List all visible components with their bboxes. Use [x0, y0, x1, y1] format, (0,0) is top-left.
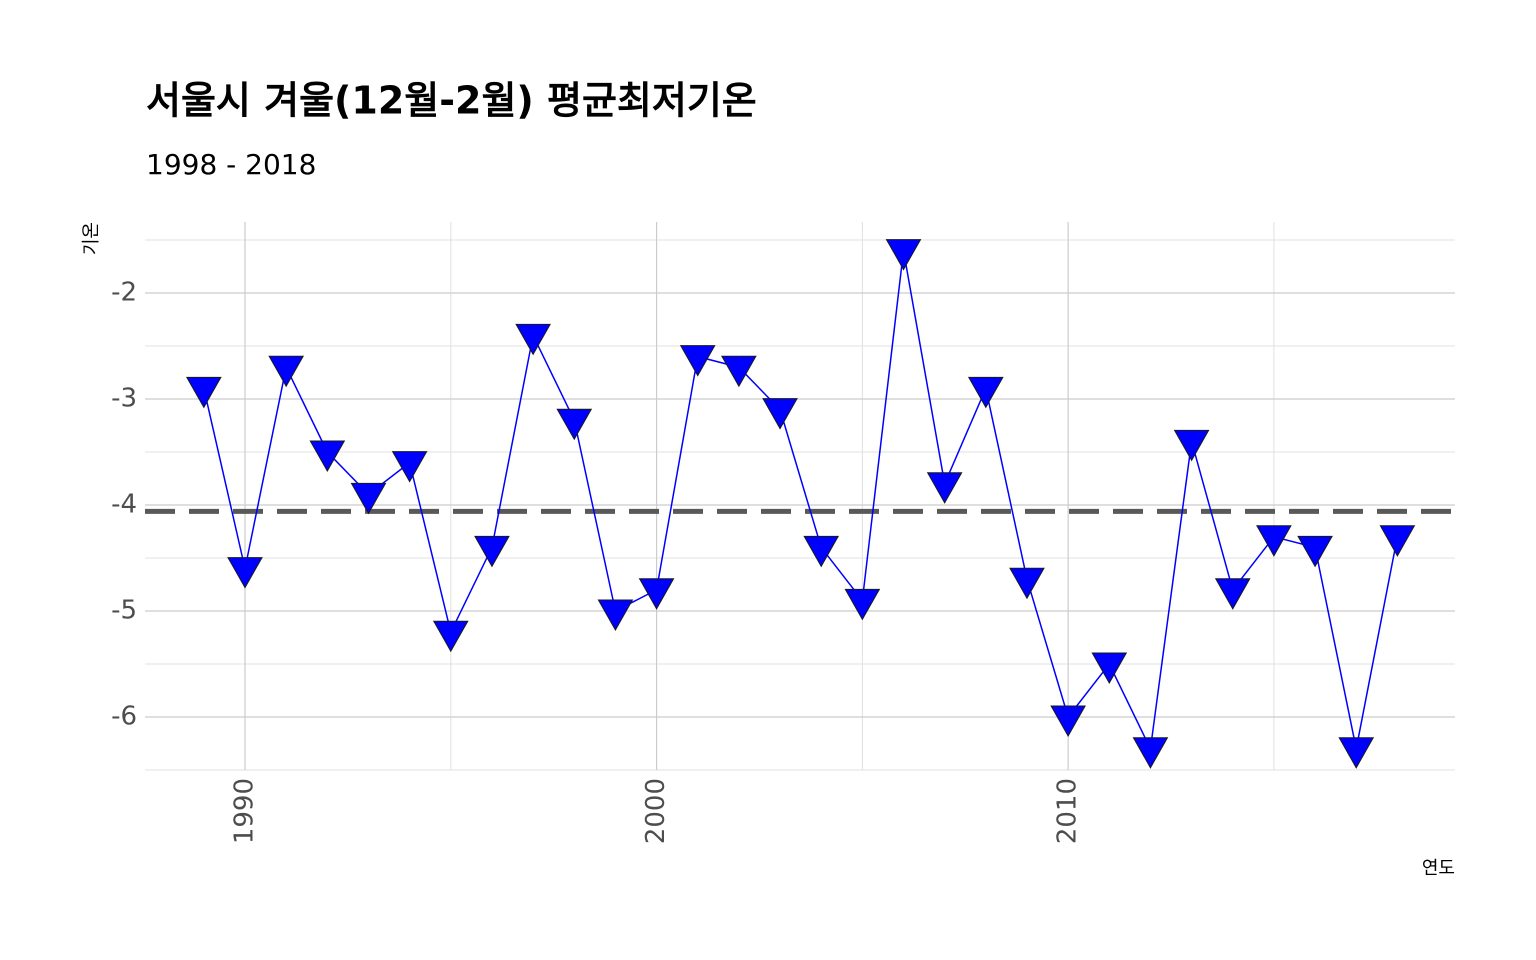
x-tick-label: 2000: [641, 778, 671, 844]
point: [803, 535, 840, 568]
point: [474, 535, 510, 568]
y-axis-label: 기온: [81, 222, 102, 255]
y-tick-label: -5: [111, 596, 137, 626]
point: [1379, 525, 1416, 557]
point: [515, 323, 551, 356]
point: [391, 451, 428, 483]
x-tick-label: 2010: [1053, 778, 1083, 844]
point: [885, 239, 922, 271]
x-axis-label: 연도: [1422, 858, 1455, 879]
y-tick-label: -4: [111, 490, 137, 520]
point: [1132, 737, 1169, 769]
point: [227, 557, 263, 589]
point: [597, 599, 634, 632]
point: [432, 620, 469, 653]
point: [1091, 652, 1128, 685]
y-tick-label: -2: [111, 278, 137, 308]
point: [1297, 535, 1333, 568]
point: [1173, 429, 1210, 462]
point: [1009, 567, 1045, 600]
series-line: [203, 250, 1399, 752]
point: [721, 355, 757, 388]
point: [844, 588, 881, 621]
y-tick-label: -6: [111, 702, 137, 732]
chart-subtitle: 1998 - 2018: [146, 148, 316, 181]
point: [679, 345, 716, 377]
point: [268, 355, 305, 388]
x-tick-label: 1990: [230, 778, 260, 844]
chart-title: 서울시 겨울(12월-2월) 평균최저기온: [146, 79, 757, 123]
point: [309, 440, 346, 473]
point: [638, 578, 675, 610]
point: [185, 376, 222, 409]
point: [1338, 737, 1375, 769]
point: [967, 376, 1004, 409]
point: [1050, 705, 1086, 738]
point: [1256, 525, 1292, 557]
point: [350, 482, 387, 515]
point: [762, 398, 798, 430]
y-tick-label: -3: [111, 384, 137, 414]
point: [556, 408, 593, 441]
point: [926, 472, 963, 504]
point: [1214, 578, 1251, 610]
